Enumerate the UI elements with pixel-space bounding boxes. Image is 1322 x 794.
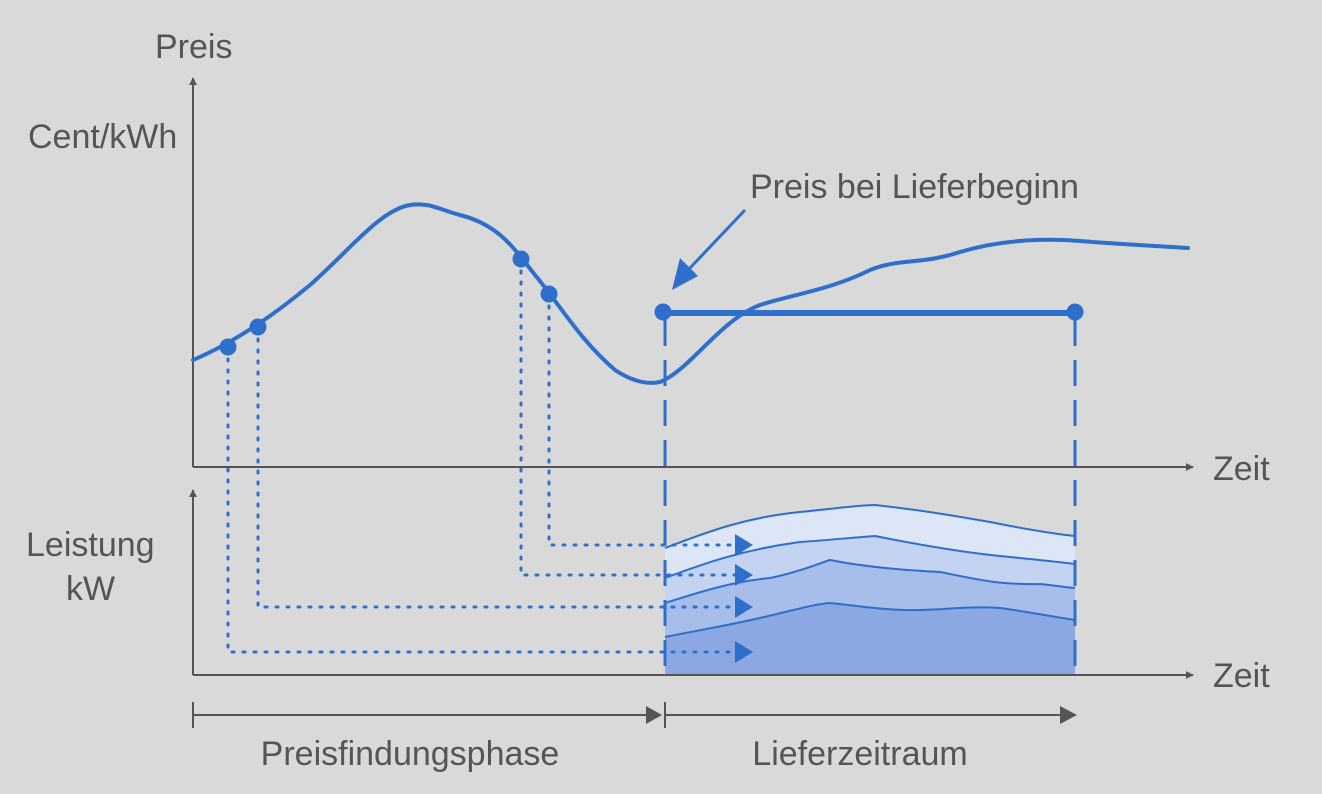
pricing-phase-label: Preisfindungsphase: [261, 735, 560, 773]
power-band-line-2: [664, 558, 1076, 604]
allocation-dotted-lines: [226, 258, 737, 654]
allocation-line-2: [256, 326, 737, 609]
price-point-1: [219, 338, 237, 356]
price-point-3: [512, 250, 530, 268]
allocation-arrowhead-4: [735, 534, 753, 556]
power-band-1: [665, 603, 1075, 675]
price-unit-label: Cent/kWh: [28, 118, 177, 156]
market-price-curve: [191, 202, 1190, 385]
price-sample-points: [219, 250, 558, 356]
power-band-line-4: [664, 503, 1076, 549]
price-axis-title: Preis: [155, 28, 232, 66]
annotation-arrow-line: [688, 208, 747, 270]
allocation-line-4: [547, 293, 737, 547]
fixed-price-start-point: [654, 303, 672, 321]
allocation-arrowhead-3: [735, 564, 753, 586]
price-point-2: [249, 318, 267, 336]
pricing-phase-arrowhead: [646, 706, 662, 724]
allocation-arrowhead-2: [735, 596, 753, 618]
annotation-arrowhead: [672, 258, 698, 290]
time-axis-label-bottom: Zeit: [1213, 657, 1270, 695]
power-axis-title: Leistung: [26, 526, 155, 564]
allocation-arrowhead-1: [735, 641, 753, 663]
axes: [189, 77, 1194, 679]
power-unit-label: kW: [66, 570, 115, 608]
phase-brackets: [192, 702, 1062, 728]
fixed-price-end-point: [1066, 303, 1084, 321]
time-axis-label-top: Zeit: [1213, 450, 1270, 488]
delivery-phase-label: Lieferzeitraum: [752, 735, 967, 773]
price-point-4: [540, 285, 558, 303]
delivery-price-annotation: Preis bei Lieferbeginn: [750, 168, 1079, 206]
power-bands: [664, 503, 1076, 675]
allocation-arrowheads: [735, 534, 753, 663]
delivery-phase-arrowhead: [1060, 706, 1077, 724]
power-band-line-1: [664, 601, 1076, 638]
allocation-line-1: [226, 346, 737, 654]
